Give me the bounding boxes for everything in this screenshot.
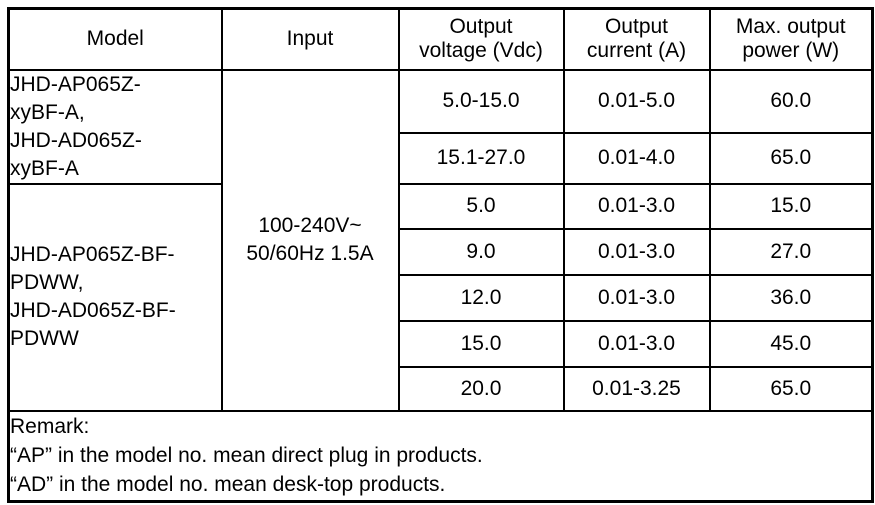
table-row: 9.0 0.01-3.0 27.0 [9,227,874,276]
max-power-value: 65.0 [708,365,874,412]
remark-line-ad: “AD” in the model no. mean desk-top prod… [10,472,446,496]
max-power-value: 65.0 [708,132,874,185]
model-line: JHD-AP065Z- [10,72,141,96]
remark-row: Remark: “AP” in the model no. mean direc… [7,409,874,503]
col-header-output-voltage-line1: Output [449,15,513,39]
output-current-value: 0.01-3.0 [562,319,711,368]
input-line: 50/60Hz 1.5A [246,242,374,265]
remark-title: Remark: [10,414,90,438]
col-header-model-label: Model [86,27,144,51]
output-current-value: 0.01-3.25 [562,365,711,412]
output-voltage-value: 9.0 [397,227,565,276]
col-header-input: Input [220,7,400,71]
output-current-value: 0.01-3.0 [562,182,711,230]
header-row: Model Input Output voltage (Vdc) Output … [7,7,874,71]
remark-line-ap: “AP” in the model no. mean direct plug i… [10,443,483,467]
output-current-value: 0.01-4.0 [562,132,711,185]
col-header-output-current-line1: Output [604,15,669,39]
col-header-output-current: Output current (A) [562,7,711,71]
output-current-value: 0.01-5.0 [562,68,711,135]
col-header-input-label: Input [286,27,334,51]
input-cell: 100-240V~ 50/60Hz 1.5A [220,68,400,412]
model-line: JHD-AD065Z- [10,128,142,152]
table-row: 15.1-27.0 0.01-4.0 65.0 [9,132,874,185]
output-current-value: 0.01-3.0 [562,227,711,276]
power-spec-table: Model Input Output voltage (Vdc) Output … [7,7,874,503]
col-header-output-current-line2: current (A) [586,39,687,63]
model-line: PDWW, [10,271,84,294]
table-row: 20.0 0.01-3.25 65.0 [9,365,874,412]
output-voltage-value: 5.0-15.0 [397,68,565,135]
max-power-value: 27.0 [708,227,874,276]
output-voltage-value: 5.0 [397,182,565,230]
table-row: 12.0 0.01-3.0 36.0 [9,273,874,322]
col-header-max-power-line1: Max. output [735,15,846,39]
max-power-value: 15.0 [708,182,874,230]
max-power-value: 60.0 [708,68,874,135]
model-line: xyBF-A [10,156,79,180]
output-current-value: 0.01-3.0 [562,273,711,322]
table-row: JHD-AP065Z-BF- PDWW, JHD-AD065Z-BF- PDWW… [7,182,874,412]
col-header-max-power: Max. output power (W) [708,7,874,71]
model-line: JHD-AP065Z-BF- [10,243,175,266]
model-group-2-cell: JHD-AP065Z-BF- PDWW, JHD-AD065Z-BF- PDWW [7,182,223,412]
table-row: 15.0 0.01-3.0 45.0 [9,319,874,368]
output-voltage-value: 20.0 [397,365,565,412]
col-header-output-voltage: Output voltage (Vdc) [397,7,565,71]
output-voltage-value: 12.0 [397,273,565,322]
model-line: PDWW [10,327,79,350]
max-power-value: 36.0 [708,273,874,322]
input-line: 100-240V~ [258,214,362,237]
col-header-output-voltage-line2: voltage (Vdc) [419,39,543,63]
model-group-1-cell: JHD-AP065Z- xyBF-A, JHD-AD065Z- xyBF-A [7,68,223,185]
output-voltage-value: 15.1-27.0 [397,132,565,185]
remark-cell: Remark: “AP” in the model no. mean direc… [7,409,874,503]
col-header-model: Model [7,7,223,71]
col-header-max-power-line2: power (W) [742,39,840,63]
model-line: xyBF-A, [10,100,85,124]
max-power-value: 45.0 [708,319,874,368]
output-voltage-value: 15.0 [397,319,565,368]
table-row: JHD-AP065Z- xyBF-A, JHD-AD065Z- xyBF-A 1… [7,68,874,412]
model-line: JHD-AD065Z-BF- [10,299,176,322]
